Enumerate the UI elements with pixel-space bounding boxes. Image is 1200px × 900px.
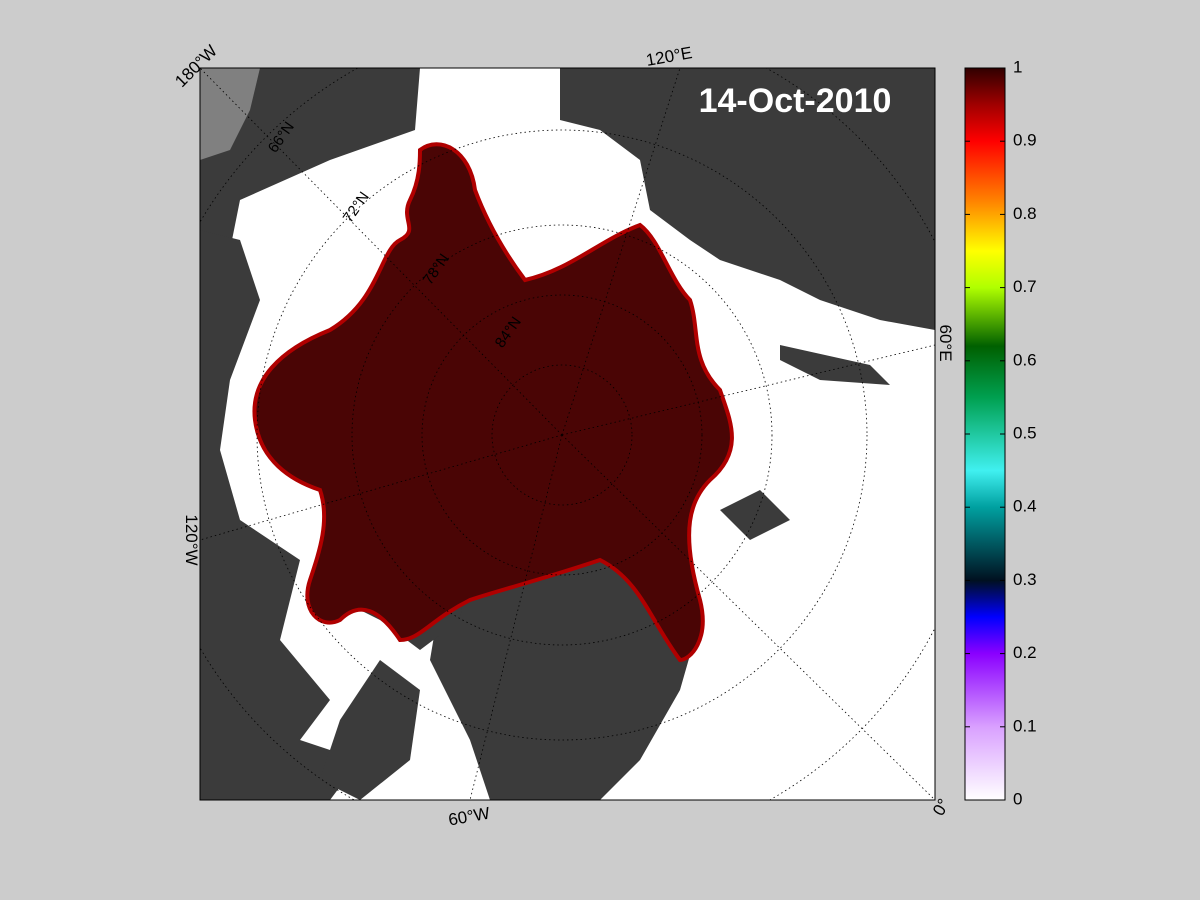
land [780,345,890,385]
sea-ice [252,142,734,663]
colorbar-tick-label: 0.6 [1013,350,1037,369]
colorbar-tick-label: 0.5 [1013,423,1037,442]
land [720,490,790,540]
colorbar-tick-label: 0.1 [1013,716,1037,735]
land-outside [200,68,260,160]
land [200,68,420,260]
date-title: 14-Oct-2010 [699,82,892,120]
colorbar-tick-label: 0 [1013,789,1022,808]
colorbar-tick-label: 0.7 [1013,277,1037,296]
longitude-label: 120°E [644,43,693,70]
longitude-label: 60°E [936,324,955,361]
map-frame [199,67,936,801]
land [320,660,420,800]
land [200,230,360,800]
colorbar-tick-label: 1 [1013,57,1022,76]
longitude-label: 60°W [447,804,491,830]
longitude-label: 120°W [182,514,201,565]
greenland [430,560,700,800]
colorbar-tick-label: 0.9 [1013,131,1037,150]
colorbar-tick-label: 0.8 [1013,204,1037,223]
colorbar [964,67,1006,801]
map: 14-Oct-2010 [200,68,935,800]
graticule [200,68,935,800]
land [560,68,935,330]
colorbar-tick-label: 0.2 [1013,643,1037,662]
colorbar-tick-label: 0.4 [1013,497,1037,516]
colorbar-tick-label: 0.3 [1013,570,1037,589]
